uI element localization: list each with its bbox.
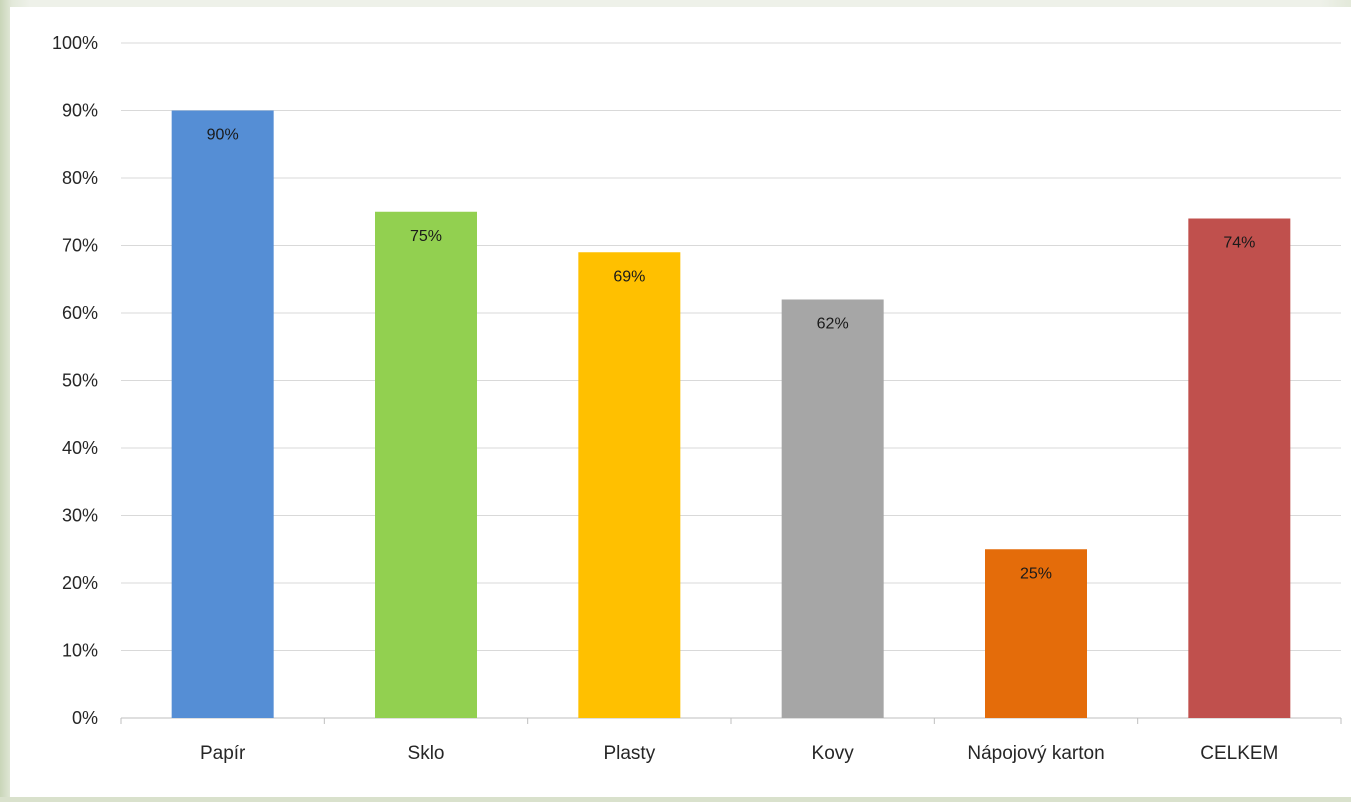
x-category-label: CELKEM bbox=[1200, 743, 1278, 764]
x-category-label: Nápojový karton bbox=[967, 743, 1104, 764]
y-tick-label: 20% bbox=[62, 573, 98, 593]
y-tick-label: 90% bbox=[62, 101, 98, 121]
bar bbox=[781, 299, 884, 718]
data-label: 75% bbox=[410, 228, 442, 245]
y-tick-label: 10% bbox=[62, 641, 98, 661]
x-category-label: Kovy bbox=[812, 743, 855, 764]
data-label: 25% bbox=[1020, 565, 1052, 582]
y-tick-label: 30% bbox=[62, 506, 98, 526]
y-tick-label: 0% bbox=[72, 708, 98, 728]
y-tick-label: 80% bbox=[62, 168, 98, 188]
x-category-label: Plasty bbox=[603, 743, 655, 764]
bar bbox=[375, 211, 477, 718]
y-tick-label: 60% bbox=[62, 303, 98, 323]
bar bbox=[578, 252, 681, 718]
bar bbox=[1188, 218, 1291, 718]
bar bbox=[985, 549, 1087, 718]
y-tick-label: 50% bbox=[62, 371, 98, 391]
bar bbox=[171, 110, 274, 718]
bar-chart: 0% 10% 20% 30% 40% 50% 60% 70% 80% 90% 100% 90% Papí… bbox=[52, 33, 1342, 764]
y-tick-label: 100% bbox=[52, 33, 98, 53]
x-category-label: Sklo bbox=[408, 743, 445, 764]
chart-area: 0% 10% 20% 30% 40% 50% 60% 70% 80% 90% 100% 90% Papí… bbox=[10, 7, 1351, 797]
data-label: 74% bbox=[1223, 235, 1255, 252]
x-category-label: Papír bbox=[200, 743, 246, 764]
data-label: 90% bbox=[207, 127, 239, 144]
data-label: 62% bbox=[817, 316, 849, 333]
y-tick-label: 40% bbox=[62, 438, 98, 458]
data-label: 69% bbox=[613, 268, 645, 285]
y-tick-label: 70% bbox=[62, 236, 98, 256]
